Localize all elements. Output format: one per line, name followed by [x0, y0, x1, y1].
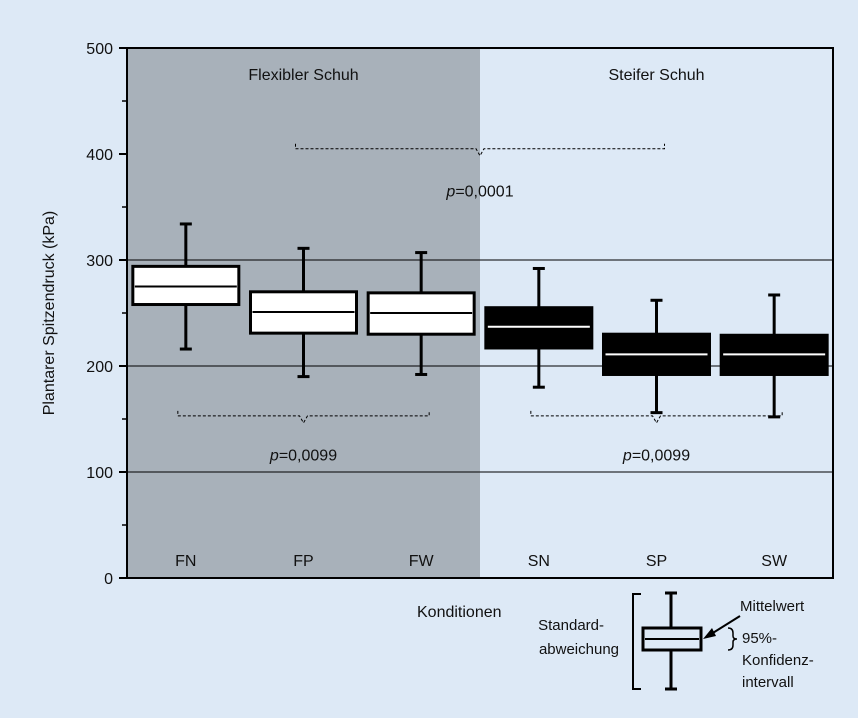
y-tick-label-100: 100: [86, 465, 113, 482]
y-tick-label-400: 400: [86, 147, 113, 164]
y-axis-label: Plantarer Spitzendruck (kPa): [41, 211, 58, 416]
group-label-flexibler-schuh: Flexibler Schuh: [248, 67, 358, 84]
box-SP: [602, 298, 711, 415]
box-FW: [366, 251, 476, 376]
legend-ci-label-line3: intervall: [742, 674, 794, 691]
box-rect-FN: [131, 264, 241, 307]
box-rect-SN: [484, 306, 594, 350]
legend-ci-label-line1: 95%-: [742, 630, 777, 647]
box-SN: [484, 266, 594, 389]
x-tick-label-SN: SN: [528, 553, 550, 570]
x-tick-label-SW: SW: [761, 553, 788, 570]
x-tick-label-SP: SP: [646, 553, 667, 570]
comparison-label-SN-SW: p=0,0099: [622, 447, 690, 464]
box-SW: [719, 293, 829, 419]
y-tick-label-0: 0: [104, 571, 113, 588]
legend-mean-label: Mittelwert: [740, 598, 805, 615]
group-label-steifer-schuh: Steifer Schuh: [608, 67, 704, 84]
box-FN: [131, 222, 241, 351]
legend-std-label-line1: Standard-: [538, 617, 604, 634]
x-tick-label-FN: FN: [175, 553, 196, 570]
gridlines: [127, 259, 833, 473]
comparison-label-FP-SP: p=0,0001: [445, 183, 513, 200]
comparisons: p=0,0001 p=0,0099 p=0,0099: [177, 143, 783, 464]
comparison-brace-FP-SP: [295, 143, 665, 157]
x-tick-labels: FN FP FW SN SP SW: [175, 553, 788, 570]
y-axis: 0 100 200 300 400 500: [86, 41, 127, 588]
box-FP: [249, 246, 358, 379]
comparison-label-FN-FW: p=0,0099: [269, 447, 337, 464]
legend-mean-arrowhead: [703, 628, 716, 639]
y-tick-label-200: 200: [86, 359, 113, 376]
x-tick-label-FP: FP: [293, 553, 313, 570]
legend-ci-label-line2: Konfidenz-: [742, 652, 814, 669]
legend-ci-brace: [727, 627, 738, 651]
x-tick-label-FW: FW: [409, 553, 435, 570]
y-tick-label-500: 500: [86, 41, 113, 58]
legend-std-label-line2: abweichung: [539, 641, 619, 658]
legend-std-bracket: [632, 593, 641, 690]
boxes: [131, 222, 829, 419]
y-tick-label-300: 300: [86, 253, 113, 270]
x-axis-label: Konditionen: [417, 604, 502, 621]
legend: Standard- abweichung Mittelwert 95%- Kon…: [538, 591, 814, 691]
